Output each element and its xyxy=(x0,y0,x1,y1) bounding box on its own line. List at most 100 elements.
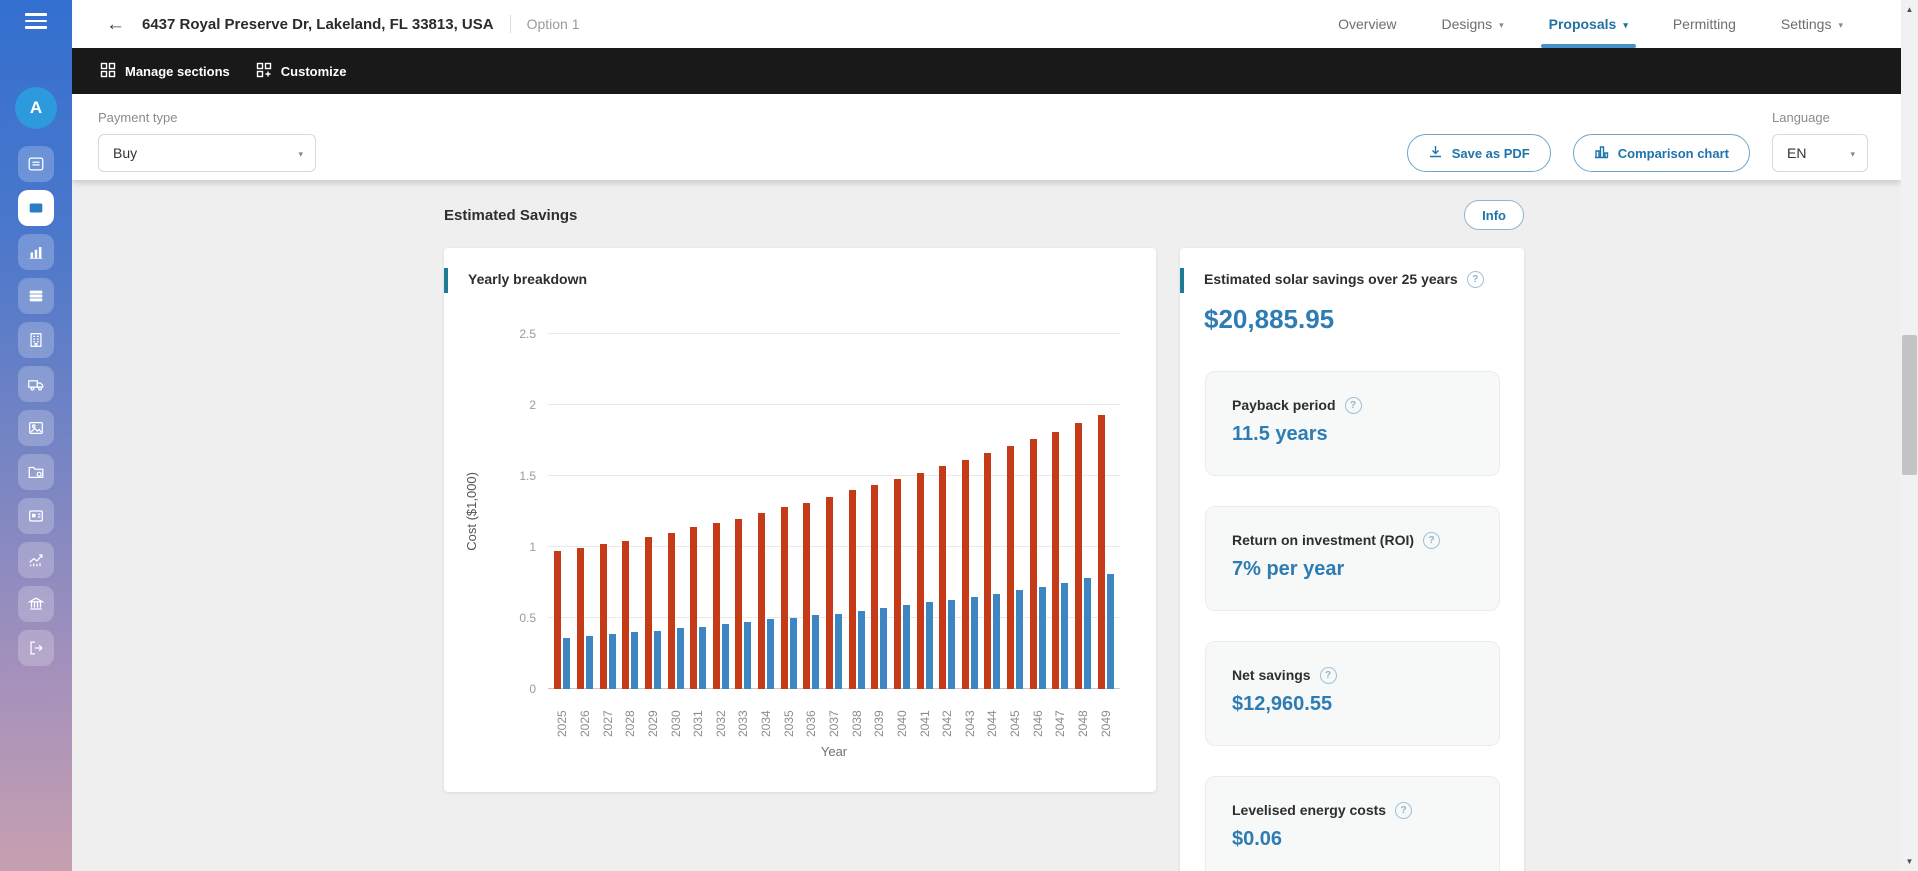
stat-card: Net savings? $12,960.55 xyxy=(1205,640,1500,746)
building-icon[interactable] xyxy=(18,321,54,358)
utility-bar-2032 xyxy=(712,522,720,689)
bank-icon[interactable] xyxy=(18,585,54,622)
comparison-chart-button[interactable]: Comparison chart xyxy=(1572,134,1750,172)
solar-bar-2045 xyxy=(1016,589,1024,689)
utility-bar-2048 xyxy=(1075,423,1083,689)
x-axis-title: Year xyxy=(820,744,848,759)
image-icon[interactable] xyxy=(18,409,54,446)
list-icon[interactable] xyxy=(18,277,54,314)
help-icon[interactable]: ? xyxy=(1344,396,1362,414)
language-value: EN xyxy=(1787,145,1807,161)
customize-label: Customize xyxy=(280,63,347,79)
hamburger-menu-icon[interactable] xyxy=(25,13,47,29)
tab-overview[interactable]: Overview xyxy=(1338,0,1396,48)
y-tick-label: 2 xyxy=(529,397,536,412)
design-icon[interactable] xyxy=(18,189,54,226)
x-tick-label: 2039 xyxy=(872,710,887,737)
help-icon[interactable]: ? xyxy=(1319,666,1337,684)
customize-button[interactable]: Customize xyxy=(256,62,347,81)
back-arrow-icon[interactable]: ← xyxy=(106,13,125,35)
project-address: 6437 Royal Preserve Dr, Lakeland, FL 338… xyxy=(142,15,494,33)
id-card-icon[interactable] xyxy=(18,497,54,534)
vertical-scrollbar[interactable]: ▲ ▼ xyxy=(1901,0,1918,871)
save-as-pdf-button[interactable]: Save as PDF xyxy=(1406,134,1551,172)
tab-proposals[interactable]: Proposals ▾ xyxy=(1540,0,1637,48)
trend-chart-icon[interactable] xyxy=(18,541,54,578)
info-button[interactable]: Info xyxy=(1464,200,1524,230)
x-tick-label: 2030 xyxy=(668,710,683,737)
payment-type-select[interactable]: Buy ▾ xyxy=(98,134,316,172)
bar-group-2047 xyxy=(1049,334,1072,689)
design-option-label: Option 1 xyxy=(526,16,580,32)
gridline: 0 xyxy=(529,682,1120,696)
solar-bar-2036 xyxy=(812,615,820,689)
solar-bar-2032 xyxy=(721,623,729,689)
help-icon[interactable]: ? xyxy=(1466,271,1484,288)
accent-bar xyxy=(444,268,448,293)
y-tick-label: 1 xyxy=(529,539,536,554)
utility-bar-2049 xyxy=(1097,414,1105,689)
utility-bar-2044 xyxy=(984,453,992,689)
bar-group-2046 xyxy=(1026,334,1049,689)
tab-designs[interactable]: Designs ▾ xyxy=(1441,0,1503,48)
x-axis-labels: 2025 2026 2027 2028 2029 2030 2031 2032 2033 2034… xyxy=(548,695,1120,737)
y-tick-label: 1.5 xyxy=(519,468,536,483)
solar-bar-2029 xyxy=(653,630,661,689)
chevron-down-icon: ▾ xyxy=(298,148,303,159)
bar-chart-icon[interactable] xyxy=(18,233,54,270)
bar-group-2042 xyxy=(936,334,959,689)
language-select[interactable]: EN ▾ xyxy=(1772,134,1868,172)
tab-label: Permitting xyxy=(1672,16,1736,32)
bar-group-2032 xyxy=(709,334,732,689)
bar-group-2026 xyxy=(574,334,597,689)
x-tick-label: 2048 xyxy=(1076,710,1091,737)
bar-group-2030 xyxy=(664,334,687,689)
utility-bar-2039 xyxy=(871,484,879,689)
solar-bar-2035 xyxy=(789,618,797,689)
manage-sections-button[interactable]: Manage sections xyxy=(100,62,230,81)
stat-label: Payback period xyxy=(1232,397,1336,413)
app-sidebar: A xyxy=(0,0,72,871)
truck-icon[interactable] xyxy=(18,365,54,402)
solar-bar-2039 xyxy=(880,608,888,689)
tab-settings[interactable]: Settings ▾ xyxy=(1781,0,1843,48)
solar-bar-2044 xyxy=(993,593,1001,689)
save-as-pdf-label: Save as PDF xyxy=(1451,145,1530,161)
bar-group-2040 xyxy=(891,334,914,689)
bar-group-2037 xyxy=(823,334,846,689)
utility-bar-2043 xyxy=(961,460,969,689)
avatar[interactable]: A xyxy=(15,86,57,129)
x-tick-label: 2045 xyxy=(1008,710,1023,737)
bar-series xyxy=(548,334,1120,689)
tab-permitting[interactable]: Permitting xyxy=(1673,0,1736,48)
logout-icon[interactable] xyxy=(18,629,54,666)
solar-bar-2030 xyxy=(676,627,684,689)
bar-group-2038 xyxy=(845,334,868,689)
gridline: 2.5 xyxy=(519,327,1120,341)
solar-bar-2028 xyxy=(631,632,639,689)
solar-bar-2025 xyxy=(563,637,571,689)
solar-bar-2033 xyxy=(744,622,752,689)
folder-gear-icon[interactable] xyxy=(18,453,54,490)
help-icon[interactable]: ? xyxy=(1395,801,1413,819)
stat-label: Net savings xyxy=(1232,667,1311,683)
scroll-up-icon[interactable]: ▲ xyxy=(1905,5,1914,14)
help-icon[interactable]: ? xyxy=(1423,531,1441,549)
bar-group-2031 xyxy=(687,334,710,689)
document-icon[interactable] xyxy=(18,145,54,182)
y-tick-label: 0 xyxy=(529,681,536,696)
stat-value: 7% per year xyxy=(1232,557,1345,580)
grid-plus-icon xyxy=(256,62,272,81)
x-tick-label: 2044 xyxy=(985,710,1000,737)
gridline: 0.5 xyxy=(519,611,1120,625)
scroll-down-icon[interactable]: ▼ xyxy=(1905,857,1914,866)
x-tick-label: 2031 xyxy=(691,710,706,737)
tab-label: Proposals xyxy=(1548,16,1617,32)
chevron-down-icon: ▾ xyxy=(1499,19,1504,30)
x-tick-label: 2049 xyxy=(1098,710,1113,737)
solar-bar-2031 xyxy=(699,626,707,689)
grid-icon xyxy=(100,62,116,81)
gridline: 1.5 xyxy=(519,469,1120,483)
scrollbar-thumb[interactable] xyxy=(1902,335,1917,475)
chart-title: Yearly breakdown xyxy=(468,271,588,287)
